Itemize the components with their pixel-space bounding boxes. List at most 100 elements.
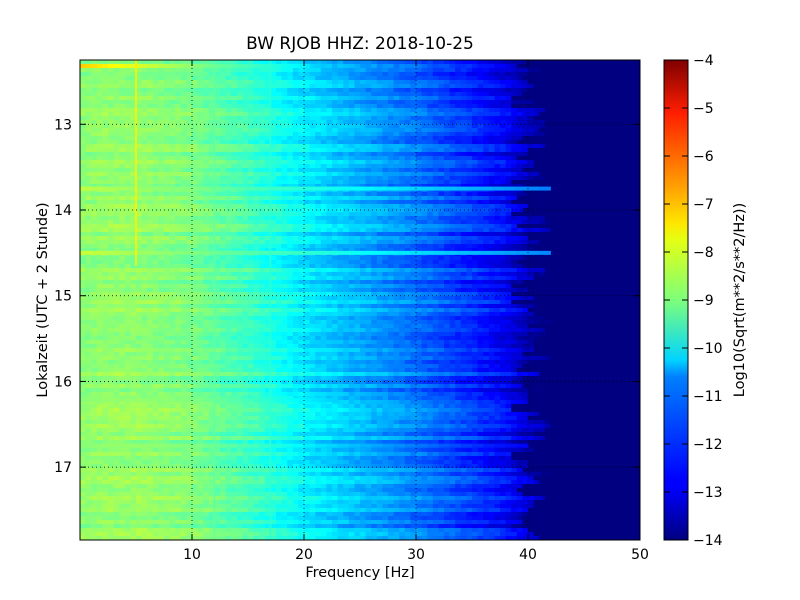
heatmap-cell [270, 84, 277, 89]
heatmap-cell [192, 96, 198, 101]
heatmap-cell [376, 136, 383, 141]
heatmap-cell [438, 108, 445, 113]
heatmap-cell [320, 144, 327, 149]
heatmap-cell [522, 232, 529, 237]
heatmap-cell [516, 200, 523, 205]
heatmap-cell [421, 236, 428, 241]
heatmap-cell [332, 68, 338, 73]
heatmap-cell [158, 96, 165, 101]
heatmap-cell [628, 172, 635, 177]
heatmap-cell [141, 80, 148, 85]
heatmap-cell [360, 124, 366, 129]
heatmap-cell [343, 108, 350, 113]
heatmap-cell [186, 236, 193, 241]
heatmap-cell [108, 196, 114, 201]
heatmap-cell [281, 232, 288, 237]
heatmap-cell [259, 68, 266, 73]
heatmap-cell [444, 156, 450, 161]
heatmap-cell [612, 180, 618, 185]
heatmap-cell [175, 236, 182, 241]
heatmap-cell [147, 80, 154, 85]
heatmap-cell [326, 140, 333, 145]
heatmap-cell [455, 88, 462, 93]
heatmap-cell [432, 152, 439, 157]
heatmap-cell [511, 224, 518, 229]
heatmap-cell [477, 124, 484, 129]
heatmap-cell [460, 204, 467, 209]
heatmap-cell [164, 196, 170, 201]
heatmap-cell [634, 236, 640, 241]
heatmap-cell [320, 116, 327, 121]
heatmap-cell [528, 108, 534, 113]
heatmap-cell [376, 120, 383, 125]
heatmap-cell [259, 136, 266, 141]
heatmap-cell [628, 216, 635, 221]
heatmap-cell [449, 148, 456, 153]
heatmap-cell [270, 156, 277, 161]
heatmap-cell [102, 212, 109, 217]
heatmap-cell [236, 92, 243, 97]
heatmap-cell [270, 144, 277, 149]
heatmap-cell [477, 128, 484, 133]
heatmap-cell [348, 76, 355, 81]
heatmap-cell [124, 180, 131, 185]
heatmap-cell [365, 228, 372, 233]
heatmap-cell [416, 80, 422, 85]
heatmap-cell [253, 220, 260, 225]
heatmap-cell [522, 76, 529, 81]
heatmap-cell [466, 160, 473, 165]
heatmap-cell [578, 240, 585, 245]
heatmap-cell [164, 148, 170, 153]
heatmap-cell [225, 84, 232, 89]
heatmap-cell [494, 192, 501, 197]
heatmap-cell [427, 84, 434, 89]
heatmap-cell [147, 164, 154, 169]
heatmap-cell [276, 212, 282, 217]
heatmap-cell [152, 204, 159, 209]
heatmap-cell [427, 184, 434, 189]
heatmap-cell [561, 176, 568, 181]
heatmap-cell [500, 160, 506, 165]
heatmap-cell [332, 232, 338, 237]
heatmap-cell [96, 160, 103, 165]
heatmap-cell [192, 224, 198, 229]
heatmap-cell [337, 84, 344, 89]
heatmap-cell [550, 120, 557, 125]
heatmap-cell [376, 84, 383, 89]
heatmap-cell [455, 212, 462, 217]
heatmap-cell [578, 132, 585, 137]
heatmap-cell [332, 212, 338, 217]
heatmap-cell [617, 124, 624, 129]
heatmap-cell [432, 136, 439, 141]
heatmap-cell [511, 164, 518, 169]
heatmap-cell [511, 92, 518, 97]
heatmap-cell [242, 228, 249, 233]
heatmap-cell [416, 136, 422, 141]
heatmap-cell [561, 68, 568, 73]
heatmap-cell [164, 244, 170, 249]
heatmap-cell [578, 120, 585, 125]
heatmap-cell [197, 124, 204, 129]
heatmap-cell [472, 216, 478, 221]
heatmap-cell [259, 244, 266, 249]
heatmap-cell [169, 152, 176, 157]
heatmap-cell [466, 136, 473, 141]
heatmap-cell [130, 180, 137, 185]
heatmap-cell [550, 100, 557, 105]
heatmap-cell [539, 220, 546, 225]
heatmap-cell [304, 76, 310, 81]
heatmap-cell [281, 128, 288, 133]
heatmap-cell [248, 120, 254, 125]
heatmap-cell [96, 200, 103, 205]
heatmap-cell [494, 64, 501, 69]
heatmap-cell [410, 236, 417, 241]
heatmap-cell [315, 152, 322, 157]
heatmap-cell [136, 184, 142, 189]
heatmap-cell [248, 88, 254, 93]
heatmap-cell [556, 232, 562, 237]
heatmap-cell [231, 176, 238, 181]
heatmap-cell [108, 168, 114, 173]
heatmap-cell [264, 132, 271, 137]
heatmap-cell [544, 60, 551, 65]
heatmap-cell [220, 200, 226, 205]
